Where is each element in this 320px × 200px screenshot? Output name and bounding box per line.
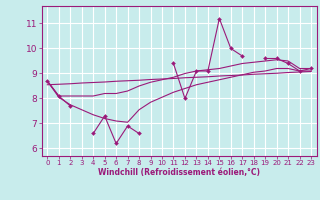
X-axis label: Windchill (Refroidissement éolien,°C): Windchill (Refroidissement éolien,°C) <box>98 168 260 177</box>
